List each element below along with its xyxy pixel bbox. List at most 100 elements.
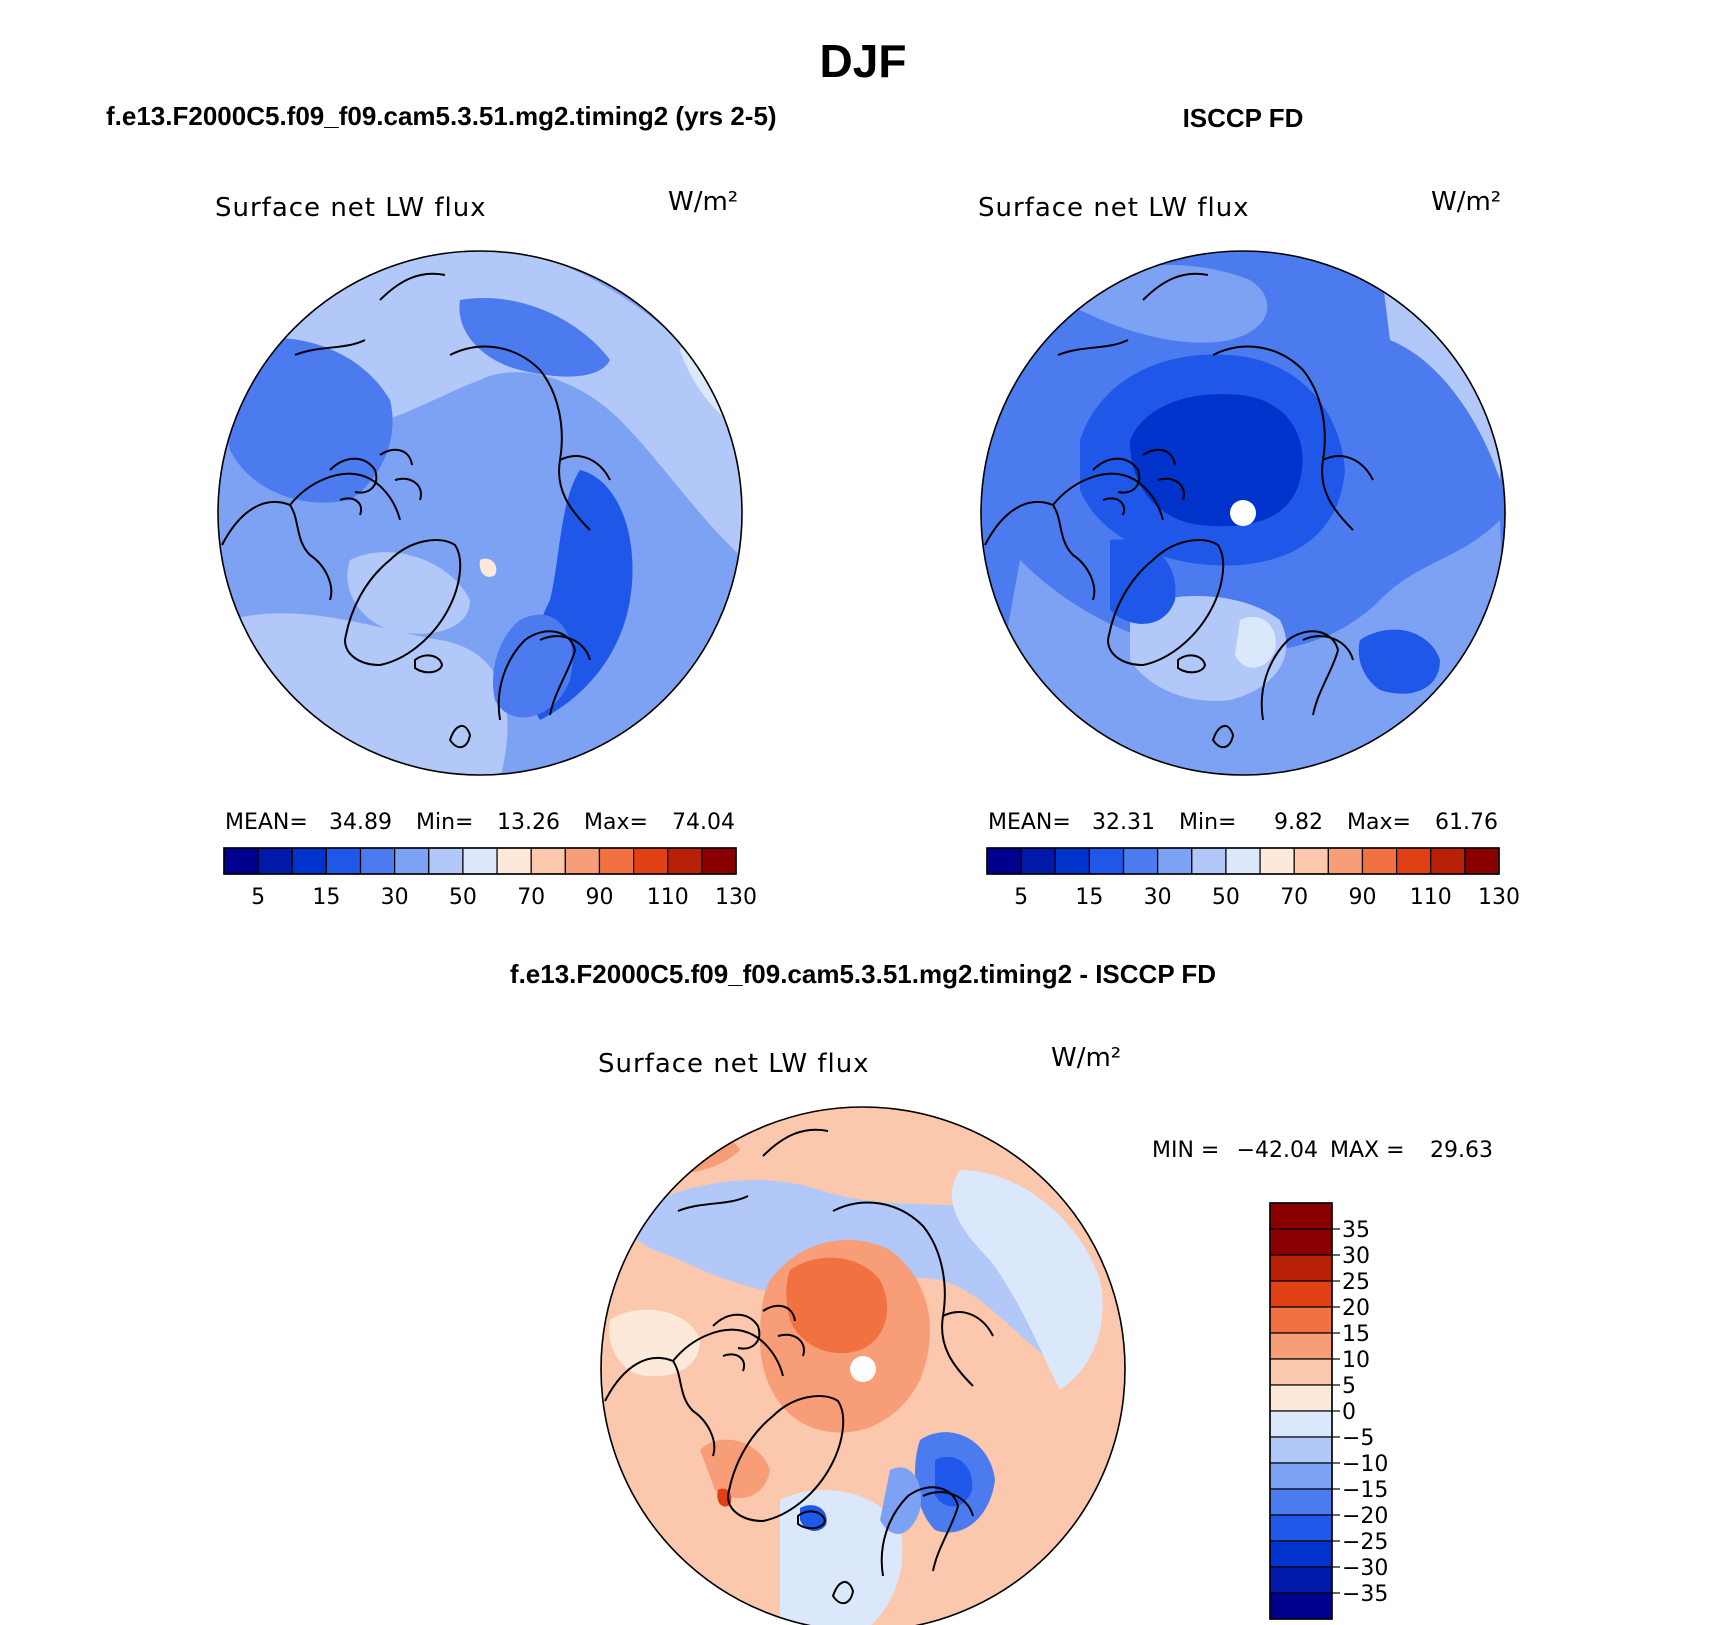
coastline-canadian-archipelago xyxy=(712,1304,805,1372)
panel-obs-colorbar-box xyxy=(1054,847,1091,875)
panel-diff-colorbar-box xyxy=(1269,1306,1333,1334)
panel-obs-coastlines xyxy=(984,272,1374,749)
panel-model-map-border xyxy=(217,250,743,776)
coastline-greenland xyxy=(344,539,462,666)
panel-diff-colorbar-box xyxy=(1269,1202,1333,1230)
panel-model-colorbar-label: 90 xyxy=(585,885,613,910)
panel-obs-colorbar-label: 50 xyxy=(1212,885,1240,910)
coastline-alaska xyxy=(677,1128,829,1212)
panel-obs-colorbar-box xyxy=(1020,847,1056,875)
panel-diff-colorbar-box xyxy=(1269,1410,1333,1438)
panel-diff-pole-gap xyxy=(850,1356,876,1382)
panel-model-case-title: f.e13.F2000C5.f09_f09.cam5.3.51.mg2.timi… xyxy=(106,101,777,131)
coastline-siberia xyxy=(449,345,611,531)
panel-model: f.e13.F2000C5.f09_f09.cam5.3.51.mg2.timi… xyxy=(106,101,777,910)
coastline-alaska xyxy=(1057,272,1209,356)
contour-region xyxy=(1130,394,1303,527)
contour-region xyxy=(981,520,1505,775)
panel-diff-min-value: −42.04 xyxy=(1237,1138,1318,1163)
panel-obs-colorbar-box xyxy=(1361,847,1398,875)
panel-model-colorbar-box xyxy=(496,847,532,875)
panel-obs-max-label: Max= xyxy=(1347,810,1411,835)
contour-region xyxy=(459,298,610,377)
panel-model-min-value: 13.26 xyxy=(497,810,560,835)
panel-model-colorbar-label: 110 xyxy=(647,885,689,910)
contour-region xyxy=(786,1257,888,1354)
panel-diff-colorbar-label: 5 xyxy=(1342,1374,1356,1399)
panel-obs-colorbar-box xyxy=(1327,847,1364,875)
panel-obs-map-border xyxy=(980,250,1506,776)
panel-diff-units: W/m² xyxy=(1051,1043,1121,1073)
panel-obs-variable: Surface net LW flux xyxy=(978,193,1250,223)
coastline-canadian-archipelago xyxy=(1092,448,1185,516)
panel-obs-colorbar-box xyxy=(1259,847,1295,875)
panel-model-colorbar-box xyxy=(428,847,464,875)
panel-obs-max-value: 61.76 xyxy=(1435,810,1498,835)
contour-region xyxy=(1110,539,1176,624)
panel-obs-min-label: Min= xyxy=(1179,810,1236,835)
panel-model-colorbar-label: 15 xyxy=(312,885,340,910)
panel-diff-colorbar-label: −5 xyxy=(1342,1426,1374,1451)
panel-model-colorbar-box xyxy=(632,847,669,875)
contour-region xyxy=(609,1309,700,1377)
coastline-iceland xyxy=(797,1510,826,1530)
panel-diff-colorbar-label: −35 xyxy=(1342,1582,1388,1607)
panel-diff-colorbar-box xyxy=(1269,1332,1333,1360)
panel-diff-colorbar-label: −30 xyxy=(1342,1556,1388,1581)
coastline-scandinavia xyxy=(880,1486,974,1577)
panel-obs-colorbar-box xyxy=(1430,847,1466,875)
panel-model-colorbar-box xyxy=(223,847,259,875)
panel-diff-colorbar-label: −15 xyxy=(1342,1478,1388,1503)
panel-obs-colorbar-box xyxy=(1395,847,1432,875)
panel-model-stats: MEAN= 34.89 Min= 13.26 Max= 74.04 xyxy=(225,810,735,835)
panel-model-colorbar-label: 5 xyxy=(251,885,265,910)
coastline-alaska xyxy=(294,272,446,356)
panel-diff-colorbar-box xyxy=(1269,1488,1333,1516)
panel-obs-colorbar-box xyxy=(1293,847,1329,875)
panel-obs-colorbar-box xyxy=(1191,847,1227,875)
panel-model-colorbar-box xyxy=(667,847,703,875)
panel-diff-colorbar-box xyxy=(1269,1358,1333,1386)
panel-diff-map-border xyxy=(600,1106,1126,1625)
panel-diff-colorbar-label: 30 xyxy=(1342,1244,1370,1269)
panel-diff-colorbar-label: 10 xyxy=(1342,1348,1370,1373)
contour-region xyxy=(479,558,497,577)
coastline-canadian-archipelago xyxy=(329,448,422,516)
panel-diff-max-label: MAX = xyxy=(1330,1138,1405,1163)
panel-model-colorbar-box xyxy=(462,847,498,875)
panel-model-colorbar: 5 15 30 50 70 90 110 130 xyxy=(223,847,757,910)
coastline-greenland xyxy=(727,1395,845,1522)
panel-obs-colorbar-label: 30 xyxy=(1144,885,1172,910)
panel-diff-colorbar-box xyxy=(1269,1384,1333,1412)
panel-obs-colorbar-label: 90 xyxy=(1348,885,1376,910)
panel-model-colorbar-label: 30 xyxy=(381,885,409,910)
coastline-british-isles xyxy=(1212,725,1234,749)
panel-obs-colorbar-border xyxy=(986,847,1500,875)
panel-diff-colorbar-label: 35 xyxy=(1342,1218,1370,1243)
coastline-iceland xyxy=(1177,654,1206,674)
panel-model-mean-label: MEAN= xyxy=(225,810,308,835)
coastline-siberia xyxy=(1212,345,1374,531)
panel-diff-min-label: MIN = xyxy=(1152,1138,1219,1163)
contour-region xyxy=(224,337,393,503)
coastline-north-america xyxy=(221,472,401,601)
panel-diff-colorbar-box xyxy=(1269,1592,1333,1620)
panel-diff-colorbar-label: 20 xyxy=(1342,1296,1370,1321)
panel-diff-colorbar-label: −10 xyxy=(1342,1452,1388,1477)
panel-diff-colorbar-box xyxy=(1269,1436,1333,1464)
panel-obs-mean-label: MEAN= xyxy=(988,810,1071,835)
panel-model-colorbar-box xyxy=(701,847,737,875)
contour-region xyxy=(880,1467,921,1534)
panel-obs-colorbar: 5 15 30 50 70 90 110 130 xyxy=(986,847,1520,910)
panel-obs-colorbar-label: 70 xyxy=(1280,885,1308,910)
coastline-iceland xyxy=(414,654,443,674)
panel-obs-colorbar-box xyxy=(1088,847,1125,875)
panel-model-colorbar-box xyxy=(394,847,430,875)
panel-model-colorbar-border xyxy=(223,847,737,875)
panel-model-colorbar-label: 130 xyxy=(715,885,757,910)
contour-region xyxy=(220,251,742,560)
panel-diff-colorbar-box xyxy=(1269,1514,1333,1542)
panel-model-colorbar-label: 70 xyxy=(517,885,545,910)
